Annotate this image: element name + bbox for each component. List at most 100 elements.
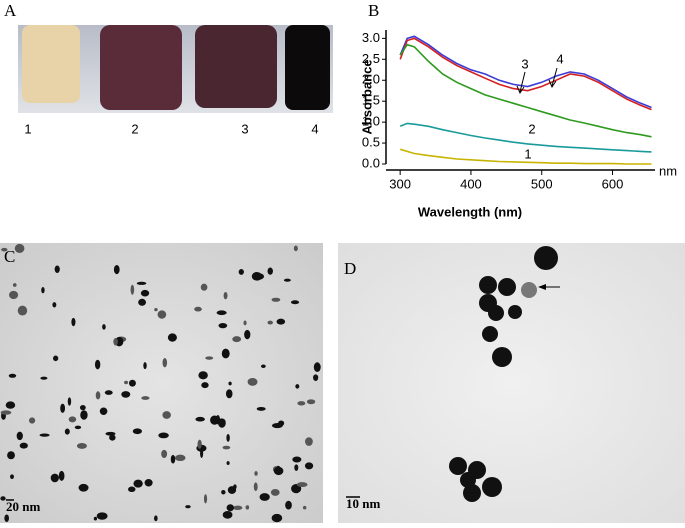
particle — [54, 265, 60, 274]
scale-label: 10 nm — [346, 496, 380, 511]
particle — [256, 406, 266, 411]
tube — [22, 25, 80, 103]
particle — [0, 496, 6, 501]
particle — [254, 471, 258, 476]
particle — [271, 513, 283, 523]
particle — [53, 355, 59, 362]
particles — [0, 243, 321, 523]
particle — [102, 324, 106, 330]
particle — [194, 306, 202, 312]
particle — [41, 286, 45, 294]
particle — [141, 396, 150, 400]
x-tick-label: 300 — [389, 176, 411, 191]
particle — [200, 283, 208, 291]
particle — [7, 451, 15, 460]
series-annotation: 3 — [521, 56, 528, 71]
panel-label: C — [4, 247, 15, 266]
particle — [128, 379, 136, 387]
series-annotation: 4 — [556, 51, 563, 66]
particle — [271, 297, 281, 302]
particle — [238, 268, 244, 275]
particle — [10, 474, 14, 480]
particle — [270, 488, 280, 496]
y-tick-label: 1.0 — [362, 114, 380, 129]
particle — [292, 456, 302, 463]
plot: 0.0 0.5 1.0 1.5 2.0 2.5 3.0 300 400 500 600 4 3 2 1 — [362, 30, 655, 191]
particle — [124, 380, 129, 385]
particle — [226, 504, 235, 512]
series-annotation: 1 — [524, 146, 531, 161]
particle — [488, 305, 504, 321]
particle — [74, 425, 82, 430]
particle — [498, 278, 516, 296]
panel-label: B — [368, 1, 379, 20]
particle — [218, 418, 226, 428]
particle — [508, 305, 522, 319]
particle — [68, 416, 77, 423]
particle — [294, 464, 299, 471]
tube-label: 4 — [311, 121, 318, 136]
particle — [227, 486, 237, 494]
line-series — [399, 122, 652, 153]
particle — [534, 246, 558, 270]
particle — [302, 505, 307, 510]
x-unit: nm — [659, 163, 677, 178]
particle — [463, 484, 481, 502]
line-series — [399, 37, 652, 111]
particle — [201, 382, 209, 389]
particle — [95, 391, 101, 400]
particle — [271, 422, 283, 429]
particle — [50, 473, 59, 483]
particle — [492, 347, 512, 367]
y-tick-label: 2.5 — [362, 51, 380, 66]
panel-label: D — [344, 259, 356, 278]
y-tick-label: 0.0 — [362, 155, 380, 170]
particle — [9, 290, 19, 300]
particle — [16, 431, 23, 441]
particle — [96, 512, 108, 520]
particle — [40, 376, 48, 380]
particle — [144, 479, 153, 487]
particle — [267, 320, 273, 325]
particle — [253, 482, 258, 492]
particle — [121, 391, 131, 398]
particle — [12, 283, 17, 287]
y-tick-label: 2.0 — [362, 72, 380, 87]
particle — [8, 373, 17, 378]
y-axis-label: Absorbance — [359, 59, 374, 134]
particle — [76, 443, 87, 449]
particle — [313, 362, 321, 373]
particle — [261, 364, 266, 368]
particle — [60, 403, 66, 413]
tube-label: 2 — [131, 121, 138, 136]
particle — [130, 284, 135, 295]
particle — [221, 348, 230, 359]
particle — [161, 449, 168, 459]
particle — [285, 500, 292, 510]
particle — [290, 300, 300, 305]
tube-label: 1 — [24, 121, 31, 136]
particle — [275, 465, 281, 473]
particle — [143, 362, 147, 370]
particle — [297, 401, 306, 406]
arrow — [548, 67, 558, 89]
particle — [80, 410, 88, 420]
particle — [283, 278, 291, 282]
y-tick-label: 0.5 — [362, 135, 380, 150]
x-axis-label: Wavelength (nm) — [418, 204, 522, 219]
particle — [94, 359, 101, 370]
particle — [170, 454, 176, 464]
particle — [198, 371, 208, 380]
particle — [244, 329, 251, 340]
particle — [293, 245, 298, 252]
particle — [304, 462, 314, 470]
particle — [14, 243, 25, 253]
particle — [39, 433, 50, 437]
x-tick-label: 600 — [602, 176, 624, 191]
particle — [243, 320, 247, 326]
particle — [295, 384, 300, 389]
particle — [296, 482, 308, 488]
particle — [232, 336, 242, 343]
particle — [1, 247, 8, 252]
